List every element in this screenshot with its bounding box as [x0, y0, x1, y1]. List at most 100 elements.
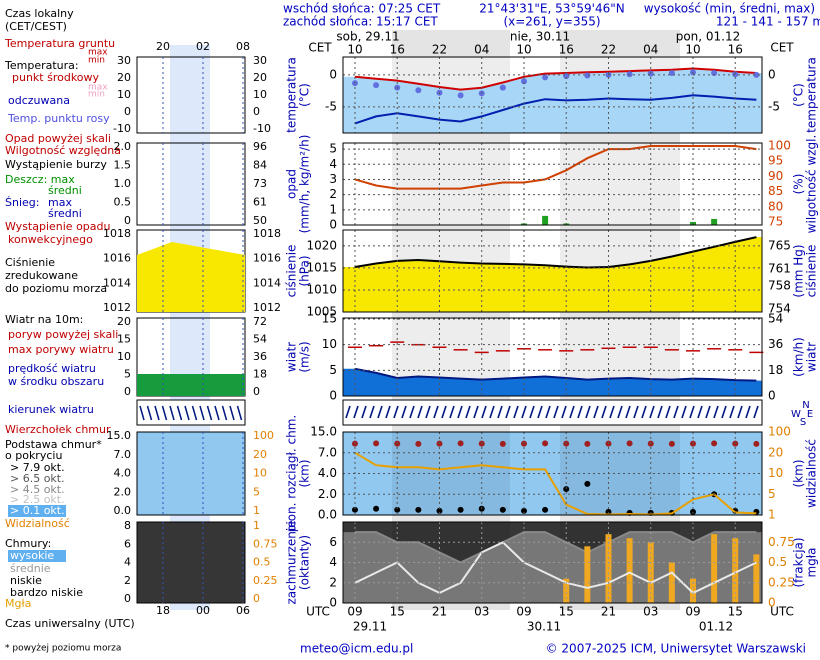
y2-tick-label: 100: [768, 139, 791, 153]
y-tick-label: 0: [329, 218, 337, 232]
mini-tick-right: 100: [253, 429, 274, 442]
mini-tick-right: 72: [253, 315, 267, 328]
mini-tick-left: 5: [124, 368, 131, 381]
wind-arrow: [721, 405, 727, 419]
dot: [457, 92, 464, 99]
mini-tick-left: 30: [117, 54, 131, 67]
grid-point: (x=261, y=355): [503, 15, 600, 29]
dot: [626, 440, 633, 447]
legend-text: Temperatura gruntu: [4, 37, 115, 50]
y-axis-title: ciśnienie: [285, 245, 299, 298]
y-tick-label: 15.0: [310, 425, 337, 439]
panel-frame: [342, 229, 763, 313]
dot: [499, 84, 506, 91]
top-tick-label: 16: [559, 43, 574, 57]
y-axis-title: (oktanty): [298, 535, 312, 590]
legend-text: Wystąpienie burzy: [5, 158, 107, 171]
dot: [351, 506, 358, 513]
mini-tick-right: 10: [253, 467, 267, 480]
wind-arrow: [409, 405, 415, 419]
wind-arrow: [649, 405, 655, 419]
y2-tick-label: 1: [768, 508, 776, 522]
bar: [732, 538, 739, 603]
sunset: zachód słońca: 15:17 CET: [283, 15, 438, 29]
cet-label: CET: [770, 41, 794, 55]
mini-arrow: [154, 405, 160, 421]
wind-arrow: [641, 405, 647, 419]
dot: [499, 506, 506, 513]
dot: [753, 71, 760, 78]
mini-tick-left: -10: [113, 122, 131, 135]
mini-tick-right: 0.75: [253, 537, 278, 550]
wind-arrow: [625, 405, 631, 419]
y2-tick-label: 765: [768, 239, 791, 253]
bottom-tick-label: 09: [516, 605, 531, 619]
mini-tick-left: 20: [117, 71, 131, 84]
mini-arrow: [161, 405, 168, 421]
top-tick-label: 16: [390, 43, 405, 57]
wind-arrow: [745, 405, 751, 419]
y-axis-title: wiatr: [285, 342, 299, 372]
wind-arrow: [377, 405, 383, 419]
series-line: [354, 451, 757, 516]
y2-axis-title: (%): [792, 174, 806, 195]
mini-tick-right: -10: [253, 122, 271, 135]
y2-tick-label: 754: [768, 302, 791, 316]
legend-text: max: [48, 196, 72, 209]
y-tick-label: 1015: [306, 260, 337, 274]
bottom-tick-label: 15: [728, 605, 743, 619]
legend-text: Temperatura:: [4, 59, 79, 72]
y2-axis-title: (km): [792, 459, 806, 487]
wind-arrow: [737, 405, 743, 419]
mini-tick-right: 1: [253, 504, 260, 517]
bar: [584, 546, 591, 603]
mini-tick-right: 0: [253, 105, 260, 118]
mini-tick-left: 10: [117, 350, 131, 363]
mini-bottom-tick: 06: [236, 604, 250, 617]
mini-arrow: [139, 405, 145, 421]
bottom-tick-label: 03: [474, 605, 489, 619]
y2-tick-label: 0: [768, 596, 776, 610]
legend-text: max porywy wiatru: [8, 343, 114, 356]
panel-frame: [342, 142, 763, 226]
wind-arrow: [657, 405, 663, 419]
legend-swatch: [8, 505, 66, 517]
legend-text: (CET/CEST): [5, 20, 67, 33]
wind-arrow: [465, 405, 471, 419]
wind-arrow: [561, 405, 567, 419]
dot: [542, 506, 549, 513]
series-line: [354, 541, 757, 595]
y2-axis-title: (°C): [792, 83, 806, 107]
dot: [415, 87, 422, 94]
mini-arrow: [229, 405, 235, 421]
mini-tick-left: 1014: [103, 276, 131, 289]
legend-text: Chmury:: [5, 537, 51, 550]
y-tick-label: -5: [325, 99, 337, 113]
wind-arrow: [425, 405, 431, 419]
y-tick-label: 15: [322, 312, 337, 326]
mini-tick-right: 1012: [253, 301, 281, 314]
top-date: nie, 30.11: [510, 30, 570, 44]
y2-axis-title: wilgotność wzgl.: [805, 135, 819, 234]
mini-arrow: [206, 405, 213, 421]
wind-arrow: [513, 405, 519, 419]
dot: [373, 505, 380, 512]
legend-text: > 6.5 okt.: [10, 472, 65, 485]
y2-tick-label: 10: [768, 466, 783, 480]
mini-arrow: [236, 405, 243, 421]
y2-tick-label: 100: [768, 425, 791, 439]
y2-axis-title: widzialność: [805, 439, 819, 508]
y-tick-label: 0: [329, 389, 337, 403]
y2-axis-title: (mm Hg): [792, 244, 806, 297]
wind-arrow: [417, 405, 423, 419]
mini-fill: [137, 374, 245, 396]
wind-arrow: [665, 405, 671, 419]
y-tick-label: 0.0: [318, 508, 337, 522]
wind-arrow: [505, 405, 511, 419]
y2-tick-label: 54: [768, 311, 783, 325]
area-fill: [343, 368, 762, 396]
y-tick-label: 2: [329, 575, 337, 589]
y2-tick-label: 0: [768, 389, 776, 403]
y2-tick-label: 95: [768, 154, 783, 168]
legend-text: max: [88, 83, 108, 93]
